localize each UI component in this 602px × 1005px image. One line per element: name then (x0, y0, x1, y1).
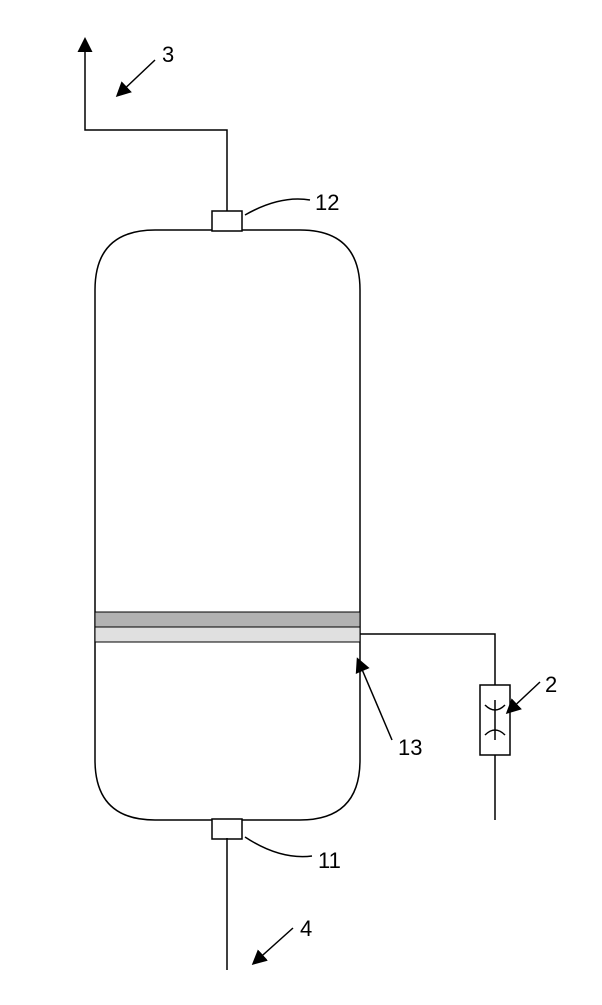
leadline-12 (245, 199, 310, 215)
vessel-top-neck (212, 211, 242, 231)
arrow-2 (508, 682, 540, 712)
top-outlet-pipe (85, 40, 227, 211)
leadline-11 (245, 837, 312, 857)
vessel (95, 211, 360, 839)
schematic-svg (0, 0, 602, 1000)
label-3: 3 (162, 42, 174, 68)
vessel-band-lower (95, 627, 360, 642)
label-11: 11 (318, 848, 341, 874)
vessel-bottom-neck (212, 819, 242, 839)
diagram-container: 3 12 2 13 11 4 (0, 0, 602, 1000)
label-12: 12 (315, 190, 339, 216)
arrow-3 (118, 60, 155, 95)
label-4: 4 (300, 916, 312, 942)
arrow-4 (254, 928, 293, 963)
valve (480, 685, 510, 755)
vessel-band-upper (95, 612, 360, 627)
label-2: 2 (545, 672, 557, 698)
label-13: 13 (398, 735, 422, 761)
side-pipe (360, 634, 495, 685)
vessel-body (95, 230, 360, 820)
arrow-13 (358, 660, 392, 740)
